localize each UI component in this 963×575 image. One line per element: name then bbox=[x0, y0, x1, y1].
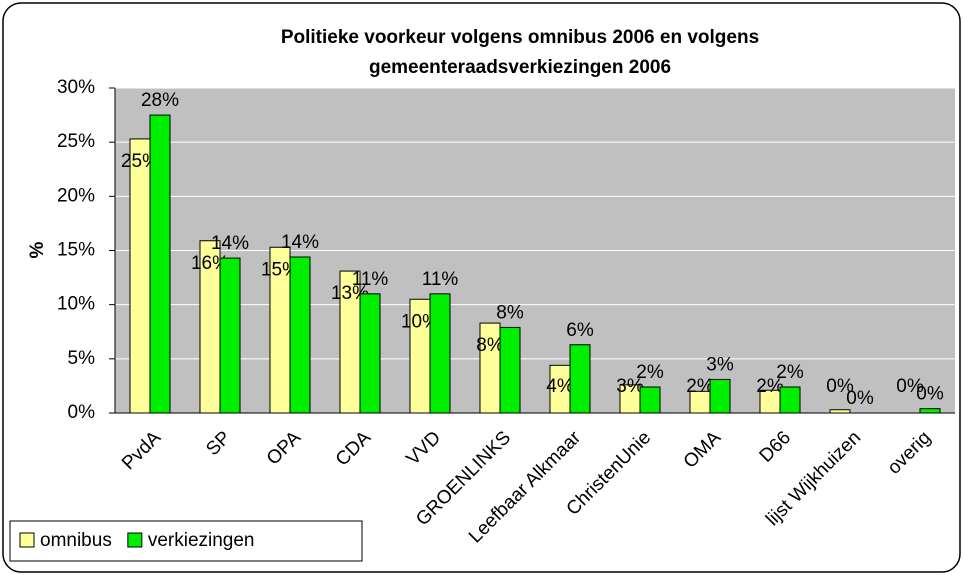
y-tick-label: 25% bbox=[57, 131, 95, 152]
bar bbox=[129, 138, 151, 414]
data-label: 2% bbox=[776, 362, 804, 383]
data-label: 11% bbox=[352, 269, 389, 290]
legend-swatch bbox=[19, 532, 35, 548]
data-label: 6% bbox=[566, 320, 594, 341]
data-label: 3% bbox=[706, 354, 734, 375]
bar bbox=[359, 293, 381, 414]
legend-swatch bbox=[127, 532, 143, 548]
legend-label: omnibus bbox=[40, 530, 112, 551]
data-label: 0% bbox=[846, 388, 874, 409]
data-label: 14% bbox=[281, 232, 319, 253]
y-tick-label: 15% bbox=[57, 240, 95, 261]
data-label: 2% bbox=[686, 376, 714, 397]
data-label: 28% bbox=[141, 90, 179, 111]
chart-title: gemeenteraadsverkiezingen 2006 bbox=[369, 57, 671, 78]
y-tick-label: 20% bbox=[57, 185, 95, 206]
bar bbox=[829, 409, 851, 414]
bar bbox=[709, 378, 731, 414]
bar bbox=[779, 386, 801, 414]
data-label: 2% bbox=[756, 376, 784, 397]
bar bbox=[219, 257, 241, 414]
legend-label: verkiezingen bbox=[148, 530, 255, 551]
y-axis-label: % bbox=[27, 241, 48, 258]
data-label: 0% bbox=[916, 384, 944, 405]
bar bbox=[569, 344, 591, 414]
y-tick-label: 0% bbox=[68, 402, 96, 423]
data-label: 11% bbox=[422, 269, 459, 290]
data-label: 8% bbox=[496, 302, 524, 323]
y-tick-label: 10% bbox=[57, 294, 95, 315]
data-label: 4% bbox=[546, 376, 574, 397]
bar bbox=[639, 386, 661, 414]
legend-box bbox=[9, 520, 363, 562]
bar bbox=[499, 326, 521, 414]
y-tick-label: 30% bbox=[57, 77, 95, 98]
data-label: 14% bbox=[211, 233, 249, 254]
data-label: 2% bbox=[636, 362, 664, 383]
data-label: 0% bbox=[896, 376, 924, 397]
chart-title: Politieke voorkeur volgens omnibus 2006 … bbox=[281, 27, 759, 48]
bar bbox=[289, 256, 311, 414]
bar bbox=[919, 408, 941, 414]
y-tick-label: 5% bbox=[68, 348, 96, 369]
data-label: 0% bbox=[826, 376, 854, 397]
data-label: 8% bbox=[476, 335, 504, 356]
bar bbox=[149, 114, 171, 414]
data-label: 3% bbox=[616, 376, 644, 397]
bar bbox=[429, 293, 451, 414]
